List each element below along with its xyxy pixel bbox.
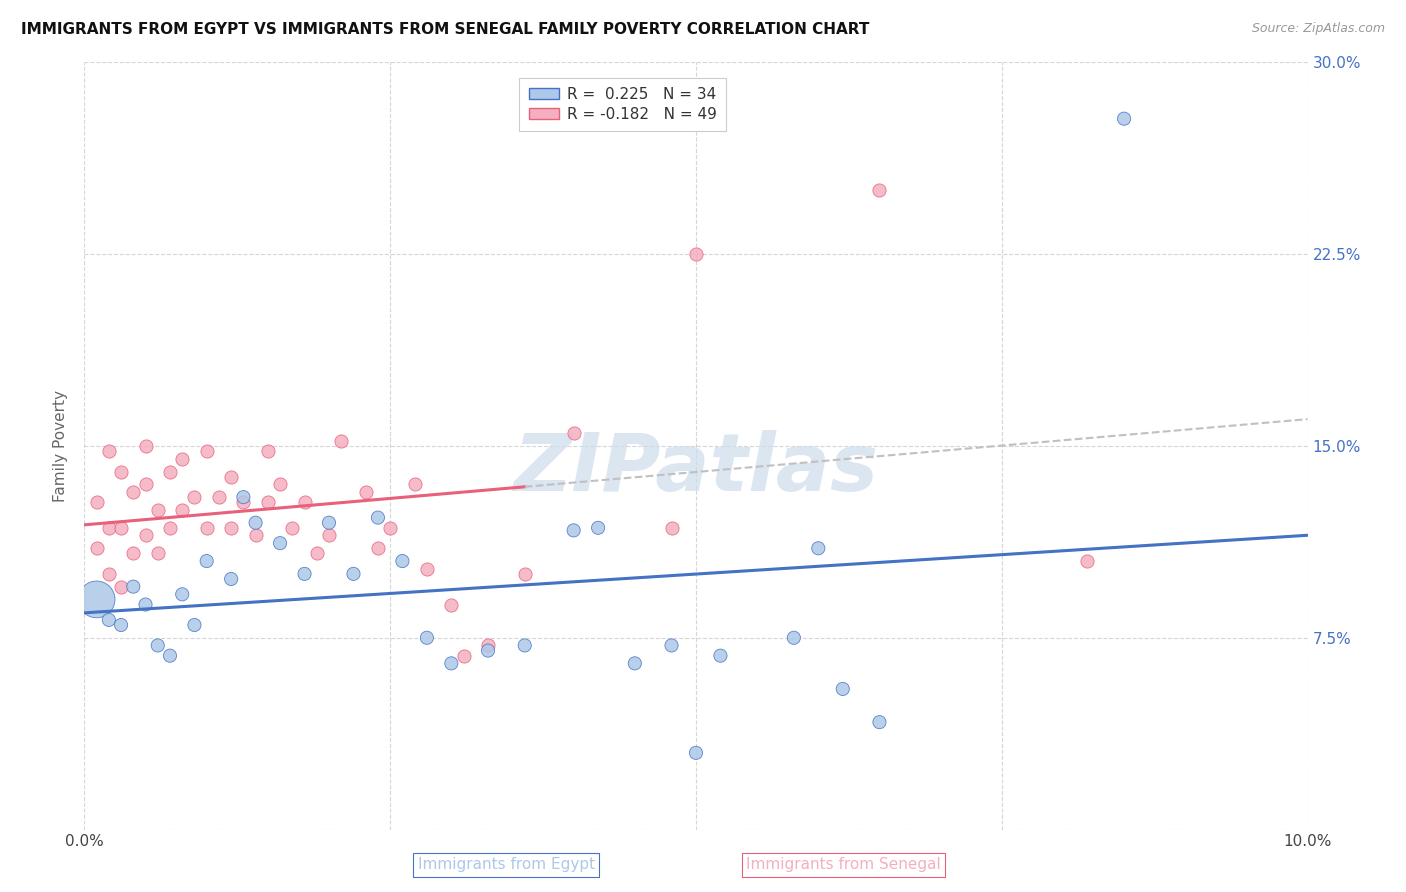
Point bbox=[831, 681, 853, 696]
Point bbox=[342, 566, 364, 581]
Point bbox=[97, 613, 120, 627]
Point bbox=[172, 587, 194, 601]
Point bbox=[172, 503, 194, 517]
Text: Source: ZipAtlas.com: Source: ZipAtlas.com bbox=[1251, 22, 1385, 36]
Point bbox=[219, 469, 242, 483]
Point bbox=[709, 648, 731, 663]
Point bbox=[477, 639, 499, 653]
Point bbox=[330, 434, 353, 448]
Point bbox=[661, 639, 683, 653]
Point bbox=[1114, 112, 1136, 126]
Point bbox=[783, 631, 806, 645]
Point bbox=[513, 566, 536, 581]
Point bbox=[195, 554, 218, 568]
Point bbox=[195, 444, 218, 458]
Point bbox=[562, 524, 585, 538]
Point bbox=[86, 592, 108, 607]
Point bbox=[122, 546, 145, 560]
Point bbox=[269, 477, 291, 491]
Point bbox=[146, 639, 169, 653]
Point bbox=[269, 536, 291, 550]
Point bbox=[869, 715, 891, 730]
Point bbox=[807, 541, 830, 556]
Point bbox=[453, 648, 475, 663]
Point bbox=[159, 521, 181, 535]
Point bbox=[183, 490, 205, 504]
Point bbox=[122, 485, 145, 500]
Point bbox=[257, 495, 280, 509]
Point bbox=[135, 528, 157, 542]
Text: Immigrants from Egypt: Immigrants from Egypt bbox=[418, 857, 595, 872]
Point bbox=[513, 639, 536, 653]
Point bbox=[232, 490, 254, 504]
Point bbox=[354, 485, 377, 500]
Point bbox=[97, 444, 120, 458]
Point bbox=[294, 566, 316, 581]
Point bbox=[624, 657, 647, 671]
Point bbox=[257, 444, 280, 458]
Point bbox=[416, 562, 439, 576]
Point bbox=[195, 521, 218, 535]
Text: IMMIGRANTS FROM EGYPT VS IMMIGRANTS FROM SENEGAL FAMILY POVERTY CORRELATION CHAR: IMMIGRANTS FROM EGYPT VS IMMIGRANTS FROM… bbox=[21, 22, 869, 37]
Point bbox=[159, 465, 181, 479]
Point bbox=[183, 618, 205, 632]
Legend: R =  0.225   N = 34, R = -0.182   N = 49: R = 0.225 N = 34, R = -0.182 N = 49 bbox=[519, 78, 725, 130]
Point bbox=[367, 510, 389, 524]
Point bbox=[245, 516, 267, 530]
Point bbox=[685, 746, 707, 760]
Point bbox=[869, 183, 891, 197]
Point bbox=[661, 521, 683, 535]
Point bbox=[245, 528, 267, 542]
Point bbox=[135, 439, 157, 453]
Point bbox=[380, 521, 402, 535]
Point bbox=[159, 648, 181, 663]
Text: Immigrants from Senegal: Immigrants from Senegal bbox=[747, 857, 941, 872]
Point bbox=[305, 546, 328, 560]
Point bbox=[391, 554, 413, 568]
Point bbox=[219, 572, 242, 586]
Point bbox=[440, 598, 463, 612]
Point bbox=[586, 521, 609, 535]
Point bbox=[219, 521, 242, 535]
Point bbox=[97, 521, 120, 535]
Point bbox=[477, 643, 499, 657]
Point bbox=[685, 247, 707, 261]
Point bbox=[232, 495, 254, 509]
Point bbox=[294, 495, 316, 509]
Point bbox=[110, 465, 132, 479]
Point bbox=[122, 580, 145, 594]
Text: ZIPatlas: ZIPatlas bbox=[513, 430, 879, 508]
Point bbox=[135, 477, 157, 491]
Point bbox=[1076, 554, 1098, 568]
Y-axis label: Family Poverty: Family Poverty bbox=[53, 390, 69, 502]
Point bbox=[146, 546, 169, 560]
Point bbox=[146, 503, 169, 517]
Point bbox=[86, 541, 108, 556]
Point bbox=[110, 580, 132, 594]
Point bbox=[404, 477, 426, 491]
Point bbox=[416, 631, 439, 645]
Point bbox=[318, 528, 340, 542]
Point bbox=[318, 516, 340, 530]
Point bbox=[135, 598, 157, 612]
Point bbox=[440, 657, 463, 671]
Point bbox=[110, 618, 132, 632]
Point bbox=[172, 451, 194, 466]
Point bbox=[110, 521, 132, 535]
Point bbox=[97, 566, 120, 581]
Point bbox=[367, 541, 389, 556]
Point bbox=[86, 495, 108, 509]
Point bbox=[208, 490, 231, 504]
Point bbox=[281, 521, 304, 535]
Point bbox=[562, 426, 585, 441]
